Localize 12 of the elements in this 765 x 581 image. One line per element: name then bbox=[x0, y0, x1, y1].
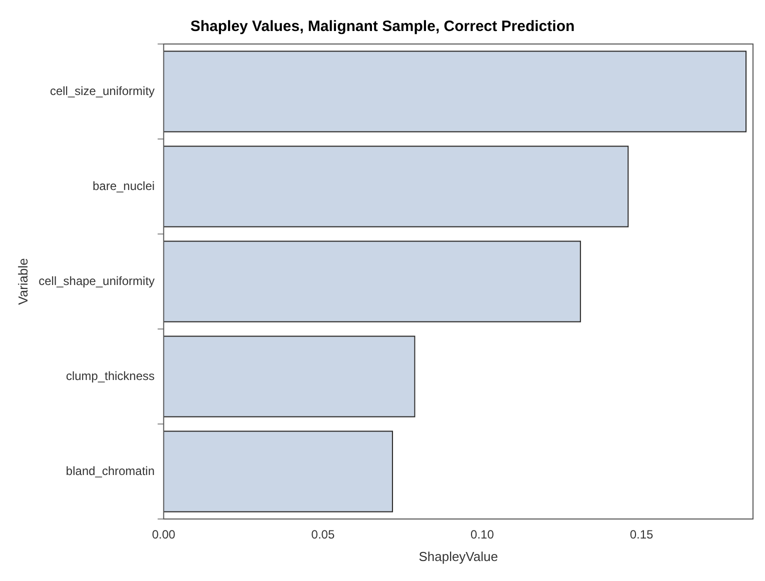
y-tick-label: cell_shape_uniformity bbox=[38, 274, 155, 288]
x-axis-title: ShapleyValue bbox=[418, 548, 498, 564]
y-tick-label: clump_thickness bbox=[66, 368, 155, 383]
y-tick-label: cell_size_uniformity bbox=[50, 84, 155, 98]
y-tick-label: bare_nuclei bbox=[92, 178, 155, 193]
y-tick-label: bland_chromatin bbox=[66, 464, 155, 478]
x-tick-label: 0.05 bbox=[311, 528, 335, 542]
x-tick-label: 0.15 bbox=[630, 528, 654, 542]
x-tick-label: 0.00 bbox=[152, 528, 176, 542]
x-tick-label: 0.10 bbox=[470, 528, 494, 542]
y-axis-title: Variable bbox=[15, 258, 30, 305]
chart-title: Shapley Values, Malignant Sample, Correct Prediction bbox=[190, 18, 575, 36]
